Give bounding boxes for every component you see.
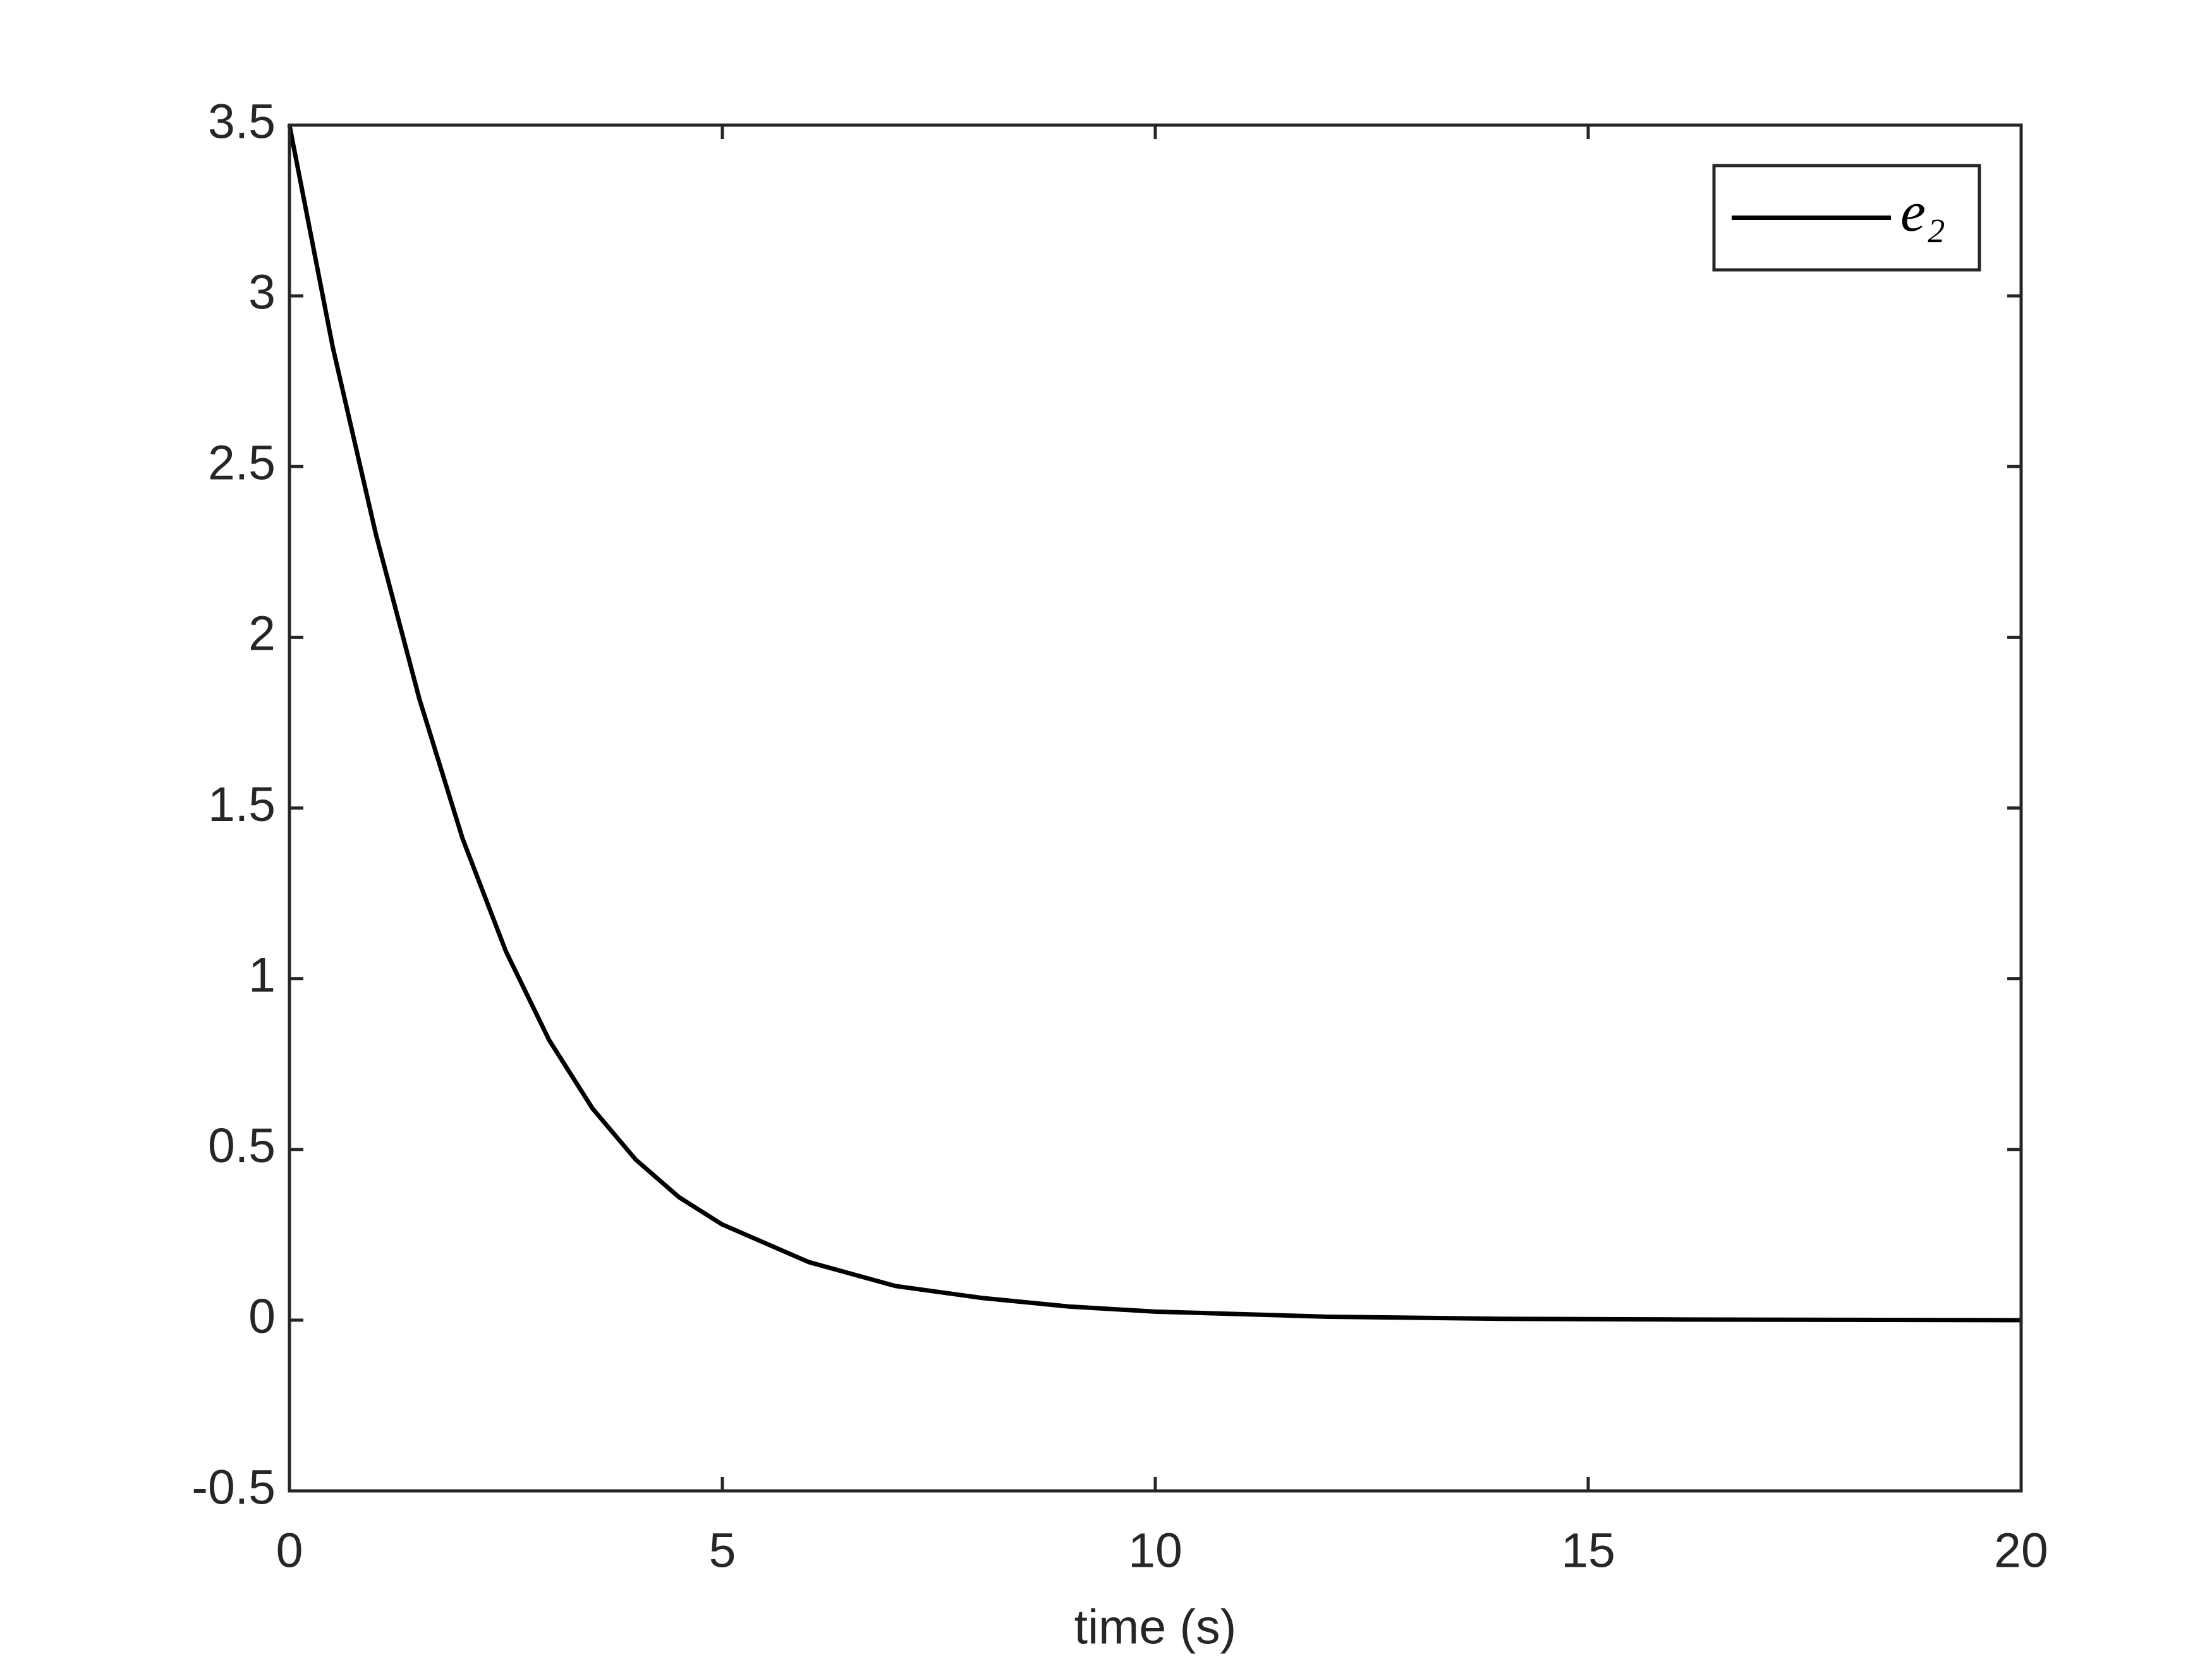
- y-tick-label: 1.5: [208, 777, 276, 832]
- x-tick-label: 0: [276, 1523, 303, 1577]
- x-tick-label: 5: [709, 1523, 736, 1577]
- x-tick-label: 15: [1561, 1523, 1615, 1577]
- x-tick-label: 20: [1994, 1523, 2048, 1577]
- y-tick-label: 3.5: [208, 94, 276, 149]
- y-tick-label: 3: [248, 265, 276, 319]
- y-tick-label: 2: [248, 607, 276, 661]
- plot-frame: [288, 123, 2023, 1493]
- x-axis-label: time (s): [1074, 1600, 1237, 1654]
- y-tick-label: 2.5: [208, 436, 276, 490]
- y-tick-label: -0.5: [191, 1460, 276, 1514]
- y-tick-label: 0.5: [208, 1119, 276, 1173]
- y-tick-label: 1: [248, 948, 276, 1002]
- data-line: [287, 125, 2022, 1323]
- x-tick-label: 10: [1128, 1523, 1182, 1577]
- y-tick-label: 0: [248, 1289, 276, 1344]
- legend-label: e₂: [1900, 181, 1945, 243]
